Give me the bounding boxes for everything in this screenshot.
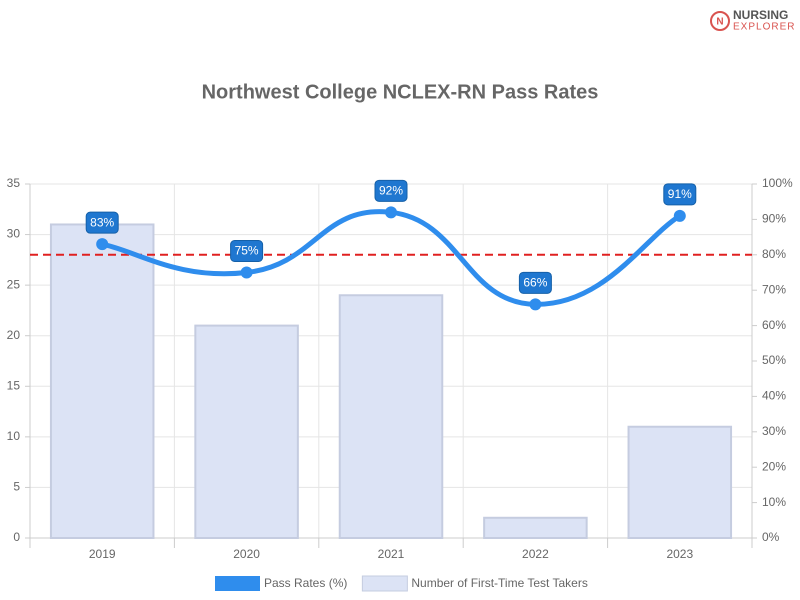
logo-text: EXPLORER xyxy=(733,22,795,33)
bar xyxy=(338,294,444,539)
y-tick-label: 30 xyxy=(7,227,21,241)
point xyxy=(96,238,109,251)
bar xyxy=(627,425,733,539)
y-tick-label: 10 xyxy=(7,429,21,443)
y2-tick-label: 20% xyxy=(762,459,786,473)
y-tick-label: 15 xyxy=(7,378,21,392)
value-label: 91% xyxy=(668,187,692,201)
value-label-box xyxy=(518,271,552,294)
y-tick-label: 20 xyxy=(7,328,21,342)
y2-tick-label: 70% xyxy=(762,282,786,296)
value-label: 92% xyxy=(379,183,403,197)
logo-text: NURSING xyxy=(733,8,788,22)
y2-tick-label: 40% xyxy=(762,389,786,403)
x-tick-label: 2022 xyxy=(522,547,549,561)
point xyxy=(385,206,397,219)
legend-label: Pass Rates (%) xyxy=(264,576,347,590)
y-tick-label: 5 xyxy=(13,480,20,494)
point xyxy=(529,298,542,311)
y2-tick-label: 80% xyxy=(762,247,786,261)
y2-tick-label: 60% xyxy=(762,318,786,332)
x-tick-label: 2023 xyxy=(666,547,693,561)
point xyxy=(673,209,686,222)
y2-tick-label: 50% xyxy=(762,353,786,367)
x-tick-label: 2019 xyxy=(89,547,116,561)
bar xyxy=(194,324,299,539)
chart-title: Northwest College NCLEX-RN Pass Rates xyxy=(202,81,599,103)
value-label-box xyxy=(374,179,408,202)
value-label: 75% xyxy=(235,244,259,258)
value-label-box xyxy=(663,183,697,206)
bar xyxy=(483,516,588,539)
point xyxy=(240,266,253,279)
y-tick-label: 25 xyxy=(7,277,21,291)
value-label-box xyxy=(230,240,264,262)
legend-swatch xyxy=(215,576,260,591)
line xyxy=(101,209,682,307)
y2-tick-label: 10% xyxy=(762,495,786,509)
logo-icon xyxy=(710,11,730,31)
logo: N NURSING EXPLORER xyxy=(710,8,795,33)
legend-label: Number of First-Time Test Takers xyxy=(411,576,587,590)
y2-tick-label: 0% xyxy=(762,530,780,544)
logo-mark: N xyxy=(716,17,723,28)
y-tick-label: 35 xyxy=(7,176,21,190)
value-label: 66% xyxy=(523,276,547,290)
y2-tick-label: 100% xyxy=(762,176,793,190)
y-tick-label: 0 xyxy=(13,530,20,544)
value-label: 83% xyxy=(90,215,114,229)
y2-tick-label: 30% xyxy=(762,424,786,438)
y2-tick-label: 90% xyxy=(762,212,786,226)
bar xyxy=(49,223,155,539)
x-tick-label: 2021 xyxy=(378,547,405,561)
value-label-box xyxy=(85,211,119,234)
x-tick-label: 2020 xyxy=(233,547,260,561)
legend-swatch xyxy=(361,575,408,592)
